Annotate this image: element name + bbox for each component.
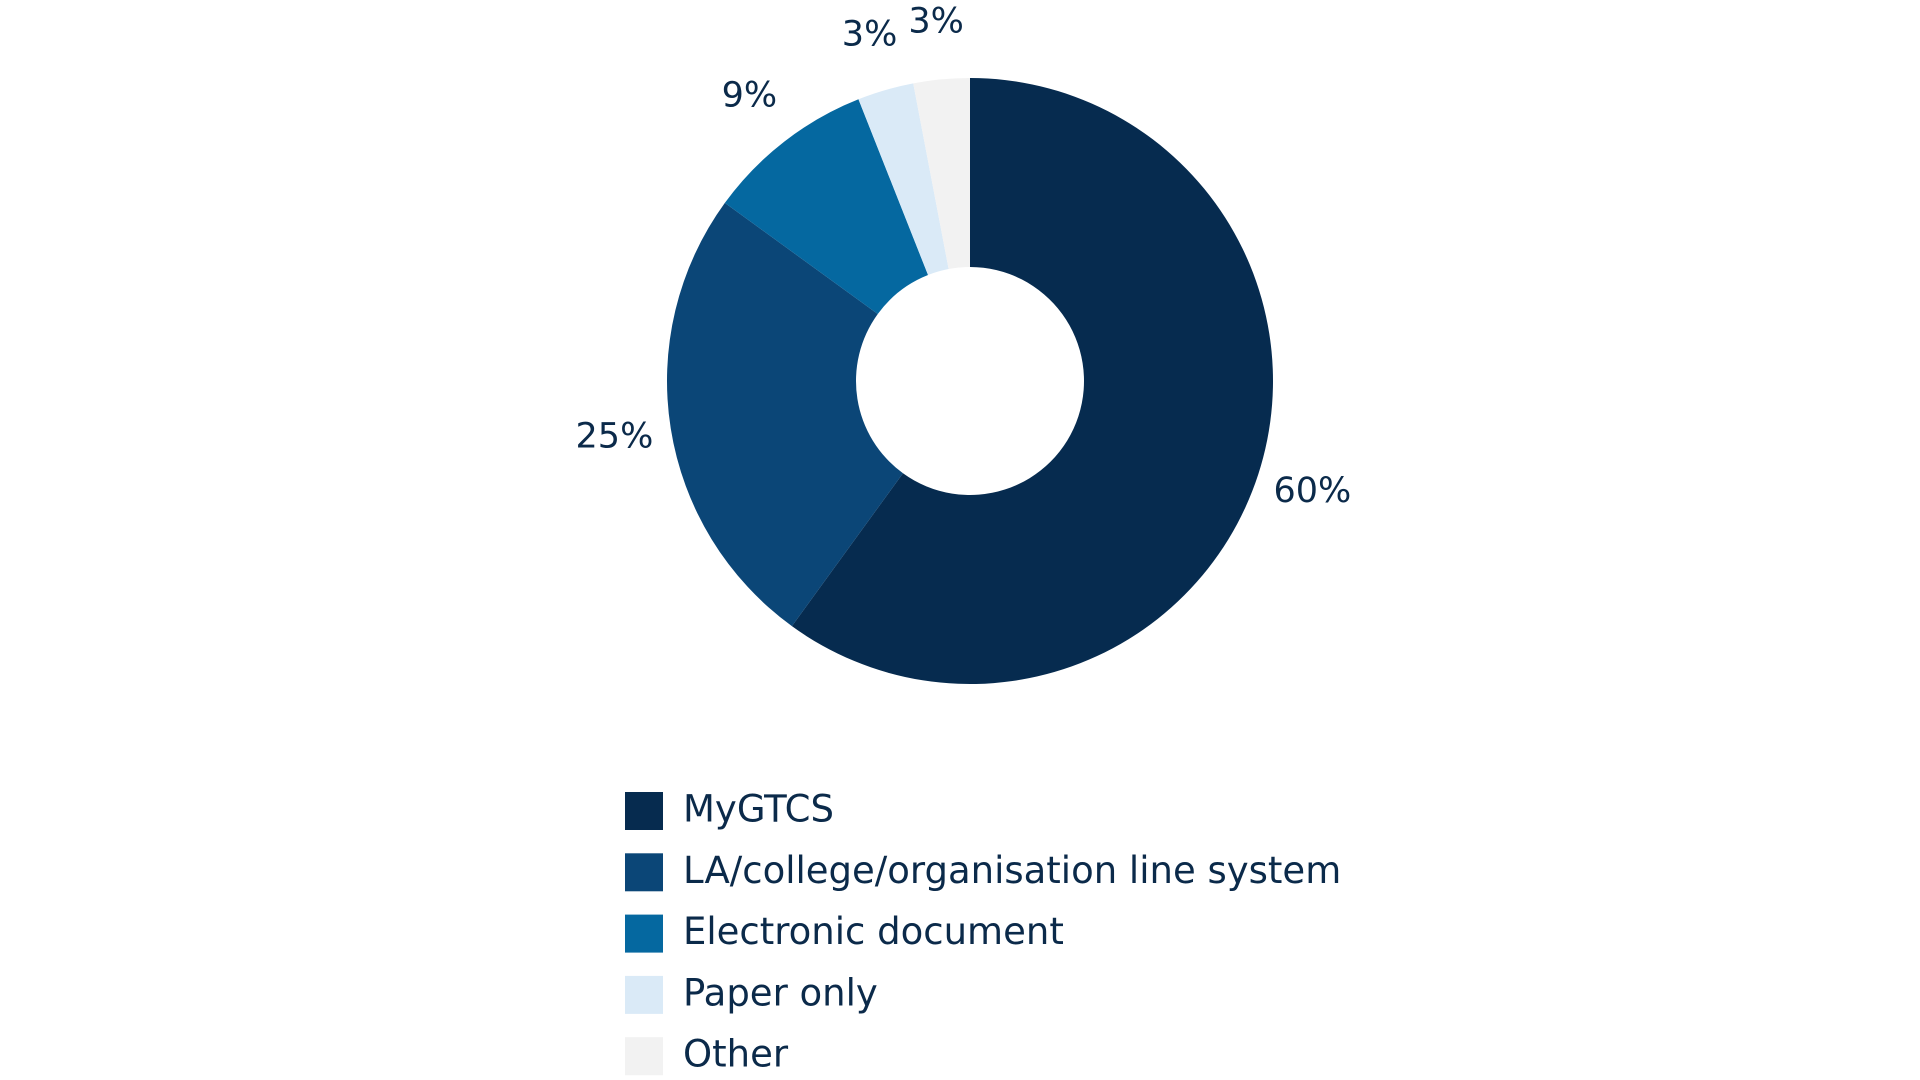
legend-swatch xyxy=(625,975,663,1014)
legend-label: Other xyxy=(683,1033,789,1076)
legend-swatch xyxy=(625,792,663,830)
donut-slice xyxy=(913,78,970,270)
data-label: 3% xyxy=(842,14,898,54)
donut-slice xyxy=(724,99,929,314)
donut-slice xyxy=(791,78,1274,685)
data-label: 9% xyxy=(722,76,778,116)
donut-slice xyxy=(858,83,949,276)
legend-swatch xyxy=(625,1037,663,1076)
data-label: 3% xyxy=(908,2,964,42)
legend-label: MyGTCS xyxy=(683,788,834,831)
data-label: 60% xyxy=(1273,471,1351,511)
legend-label: Electronic document xyxy=(683,910,1064,953)
legend-swatch xyxy=(625,853,663,892)
donut-slice xyxy=(667,202,903,627)
legend-label: Paper only xyxy=(683,971,878,1014)
legend-label: LA/college/organisation line system xyxy=(683,849,1341,892)
data-label: 25% xyxy=(576,416,654,456)
legend-swatch xyxy=(625,914,663,953)
